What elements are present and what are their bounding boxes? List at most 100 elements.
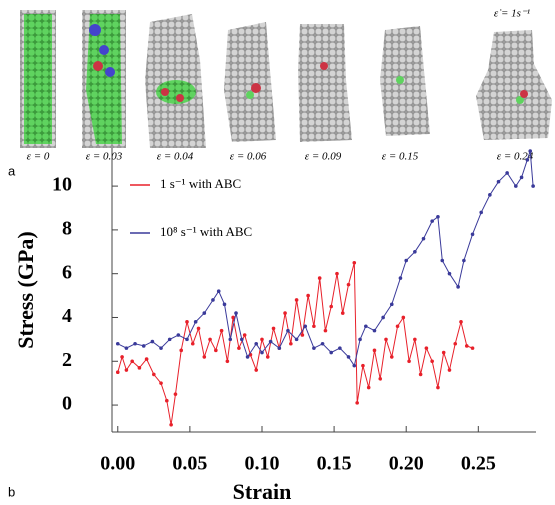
snapshot-label: ε = 0.15 bbox=[382, 151, 419, 163]
y-tick-label: 4 bbox=[62, 305, 72, 327]
defect bbox=[176, 94, 184, 102]
point bbox=[277, 346, 282, 350]
point bbox=[421, 236, 426, 241]
point bbox=[190, 341, 195, 346]
point bbox=[185, 337, 189, 342]
point bbox=[133, 341, 137, 346]
point bbox=[169, 422, 173, 427]
point bbox=[294, 298, 299, 302]
point bbox=[317, 276, 322, 280]
point bbox=[179, 348, 184, 353]
point bbox=[413, 249, 417, 254]
point bbox=[470, 346, 475, 350]
point bbox=[222, 302, 227, 307]
y-tick-label: 10 bbox=[52, 174, 72, 196]
panel-label: a bbox=[8, 163, 16, 178]
point bbox=[159, 346, 163, 350]
point bbox=[254, 368, 259, 372]
legend-label: 1 s⁻¹ with ABC bbox=[160, 176, 241, 191]
point bbox=[271, 326, 276, 331]
panel-label: b bbox=[8, 484, 15, 499]
point bbox=[303, 324, 308, 329]
point bbox=[407, 359, 411, 364]
y-tick-label: 2 bbox=[62, 349, 72, 371]
point bbox=[254, 341, 259, 346]
point bbox=[242, 333, 247, 337]
y-tick-label: 6 bbox=[62, 261, 72, 283]
point bbox=[120, 355, 124, 359]
point bbox=[413, 337, 417, 342]
point bbox=[531, 184, 535, 188]
point bbox=[430, 359, 434, 364]
point bbox=[137, 366, 142, 370]
point bbox=[395, 324, 400, 329]
point bbox=[381, 315, 385, 320]
defect bbox=[520, 90, 528, 98]
point bbox=[115, 341, 120, 346]
point bbox=[372, 328, 377, 333]
point bbox=[124, 346, 129, 350]
point bbox=[150, 339, 155, 344]
point bbox=[173, 392, 178, 396]
point bbox=[525, 158, 530, 162]
point bbox=[202, 311, 207, 315]
point bbox=[496, 179, 501, 184]
point bbox=[202, 355, 207, 359]
point bbox=[361, 363, 365, 368]
point bbox=[141, 344, 146, 348]
x-tick-label: 0.00 bbox=[100, 453, 135, 475]
green-region bbox=[156, 80, 196, 104]
defect bbox=[99, 45, 109, 55]
point bbox=[430, 219, 434, 223]
x-axis-label: Strain bbox=[233, 479, 292, 504]
point bbox=[167, 337, 172, 342]
point bbox=[159, 381, 163, 385]
x-tick-label: 0.10 bbox=[244, 453, 279, 475]
point bbox=[346, 355, 351, 359]
point bbox=[245, 355, 250, 359]
point bbox=[352, 363, 357, 368]
point bbox=[165, 398, 169, 403]
point bbox=[447, 368, 452, 372]
point bbox=[294, 337, 299, 342]
point bbox=[401, 315, 406, 320]
point bbox=[196, 326, 201, 331]
point bbox=[355, 401, 359, 405]
point bbox=[300, 333, 305, 337]
point bbox=[329, 350, 334, 355]
snapshots bbox=[20, 10, 552, 148]
point bbox=[214, 348, 218, 353]
series-line bbox=[117, 262, 473, 425]
legend-label: 10⁸ s⁻¹ with ABC bbox=[160, 224, 252, 239]
point bbox=[404, 258, 409, 263]
point bbox=[323, 328, 328, 333]
point bbox=[436, 214, 440, 219]
point bbox=[286, 328, 290, 333]
point bbox=[528, 149, 533, 153]
snapshot-label: ε = 0.24 bbox=[497, 151, 534, 163]
point bbox=[193, 320, 198, 324]
rate-label: ε̇ = 1s⁻¹ bbox=[494, 8, 530, 20]
point bbox=[462, 258, 466, 263]
point bbox=[219, 328, 224, 333]
point bbox=[436, 385, 440, 390]
point bbox=[366, 385, 371, 390]
point bbox=[441, 350, 446, 355]
green-region bbox=[86, 14, 122, 144]
atom-cluster bbox=[476, 30, 552, 140]
point bbox=[389, 302, 394, 307]
point bbox=[424, 346, 429, 350]
point bbox=[208, 337, 212, 342]
point bbox=[185, 320, 189, 324]
point bbox=[456, 285, 460, 289]
defect bbox=[320, 62, 328, 70]
point bbox=[418, 372, 423, 377]
point bbox=[470, 232, 475, 237]
series-line bbox=[117, 150, 534, 367]
point bbox=[124, 368, 129, 372]
point bbox=[398, 276, 403, 280]
point bbox=[453, 341, 458, 346]
point bbox=[260, 337, 264, 342]
point bbox=[115, 370, 120, 375]
